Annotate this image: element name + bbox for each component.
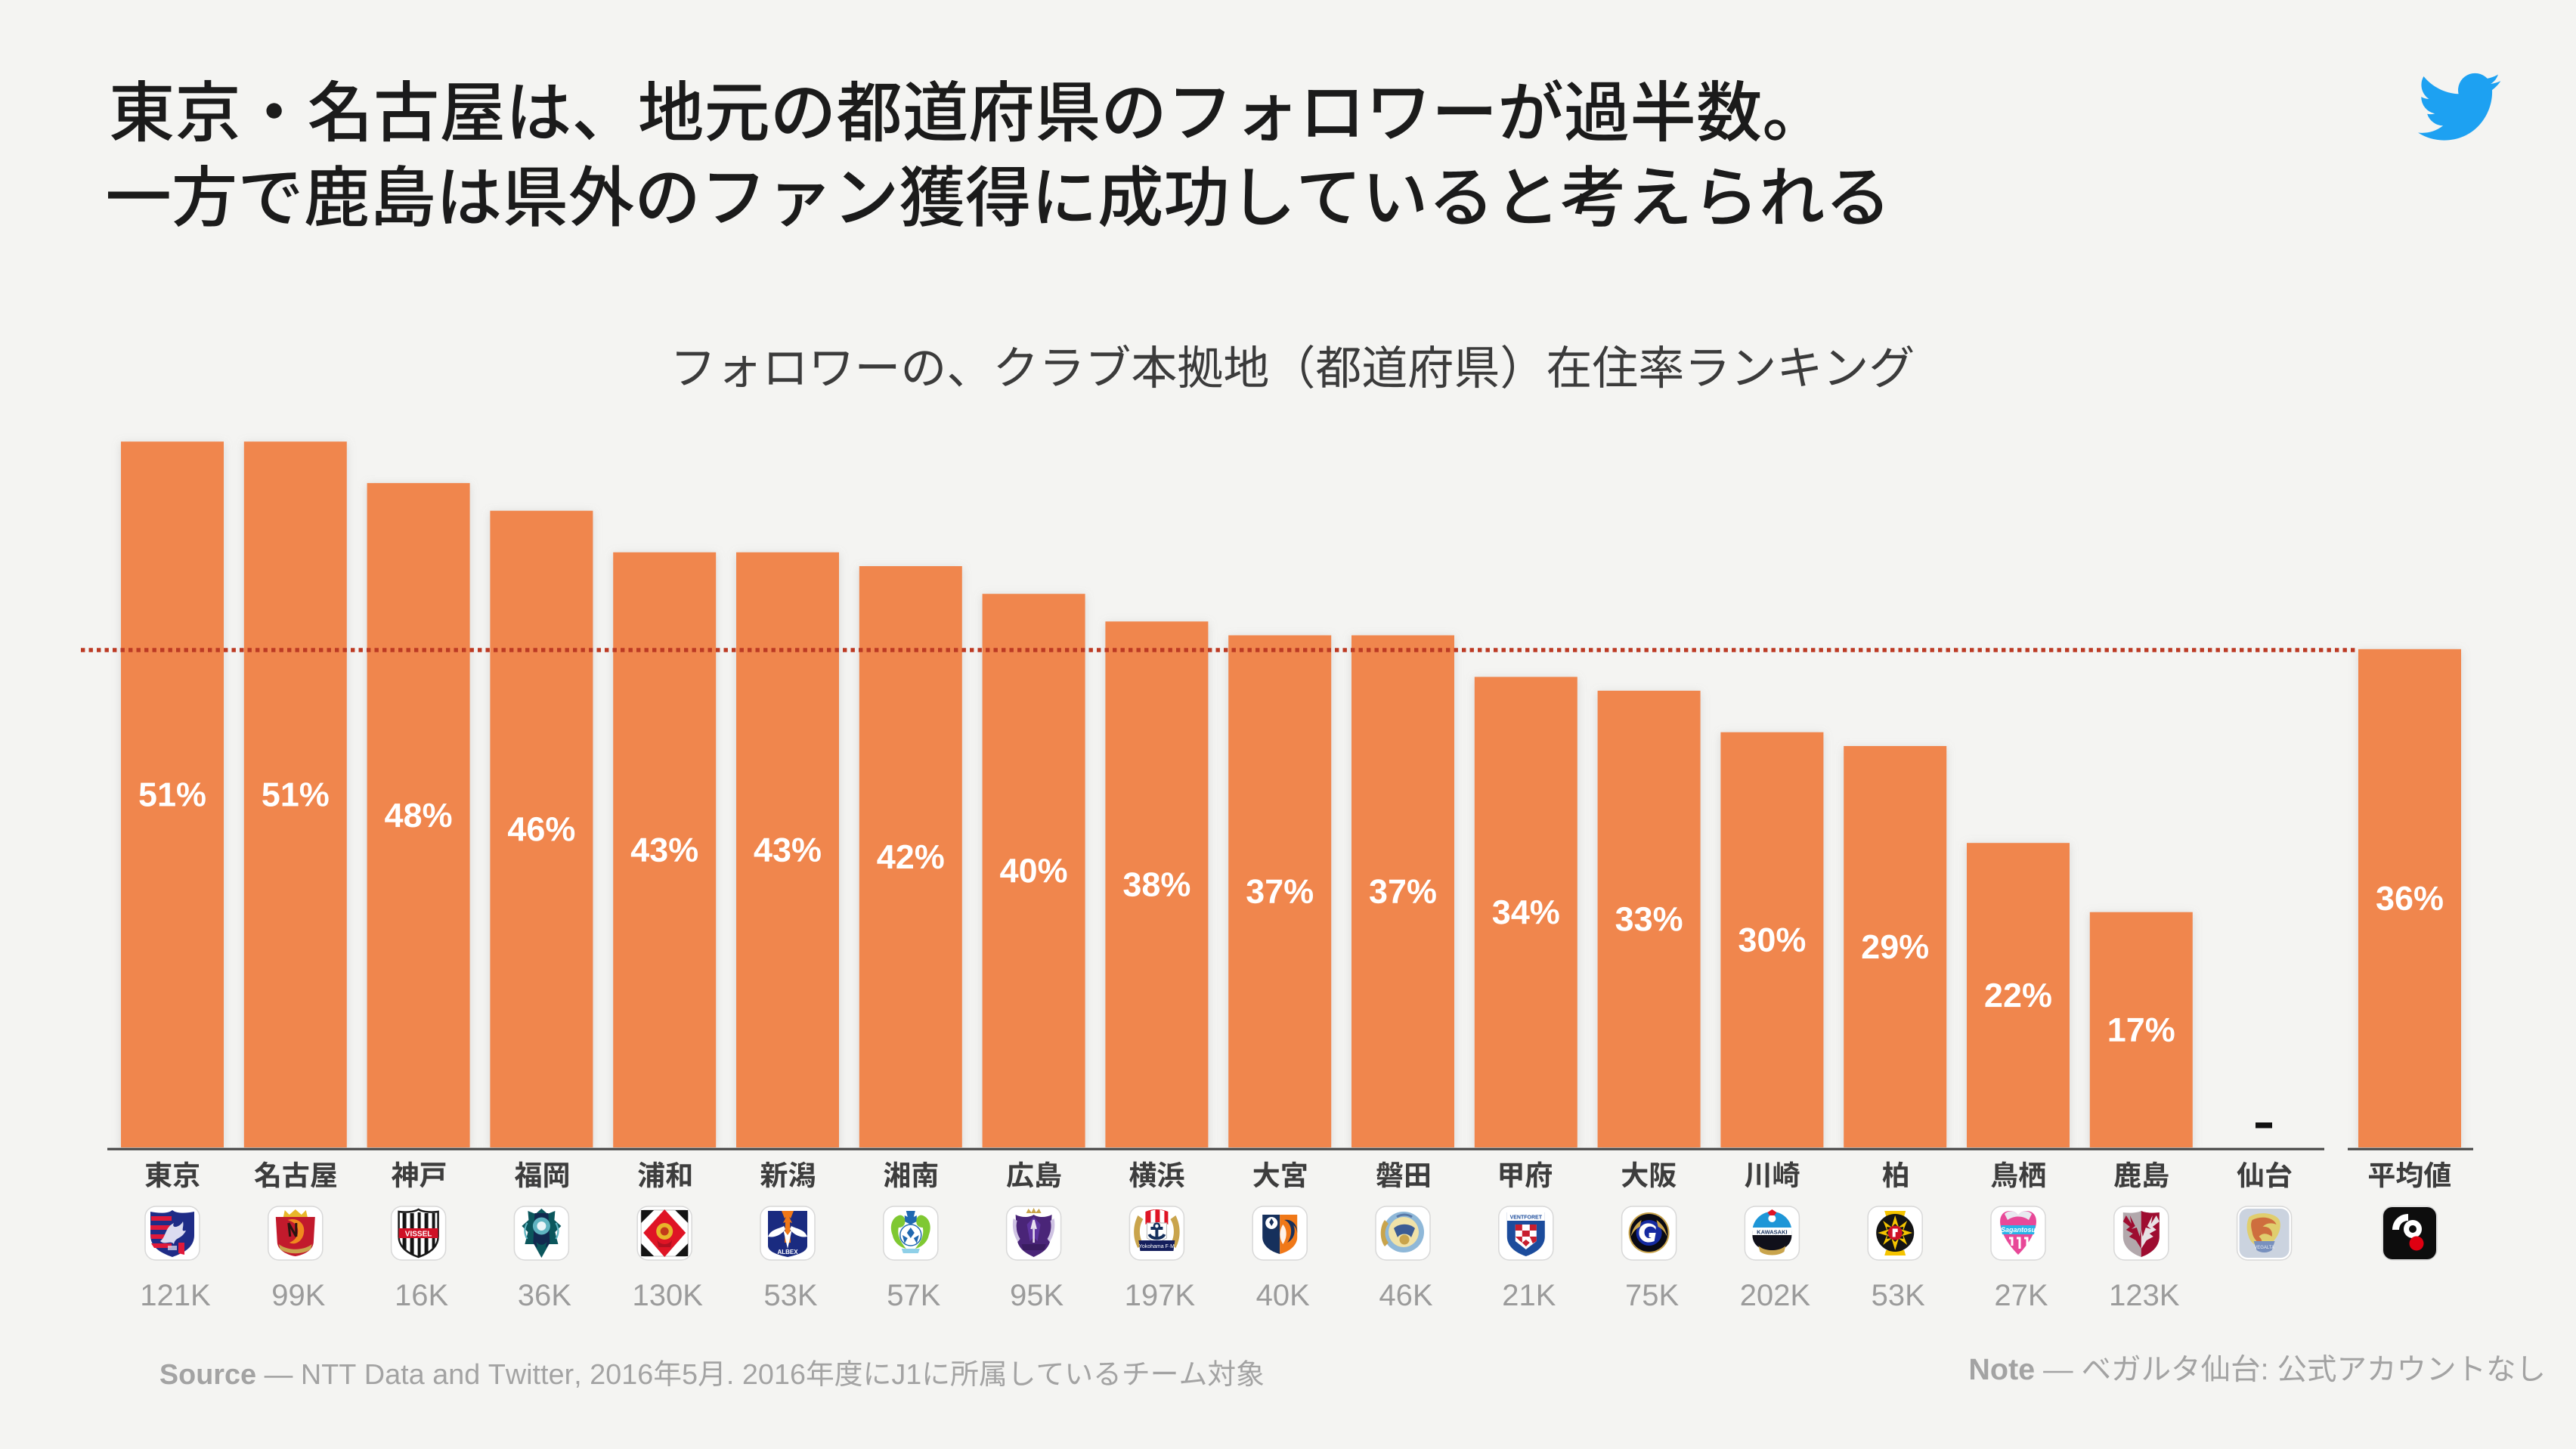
svg-text:VISSEL: VISSEL [405,1231,432,1239]
svg-text:KAWASAKI: KAWASAKI [1757,1229,1787,1236]
svg-text:ALBEX: ALBEX [777,1249,798,1255]
svg-text:Yokohama F·M: Yokohama F·M [1139,1244,1175,1249]
svg-text:VEGALTA: VEGALTA [2254,1246,2274,1250]
svg-text:Sagantosu: Sagantosu [2001,1226,2036,1234]
svg-text:VENTFORET: VENTFORET [1510,1215,1543,1221]
